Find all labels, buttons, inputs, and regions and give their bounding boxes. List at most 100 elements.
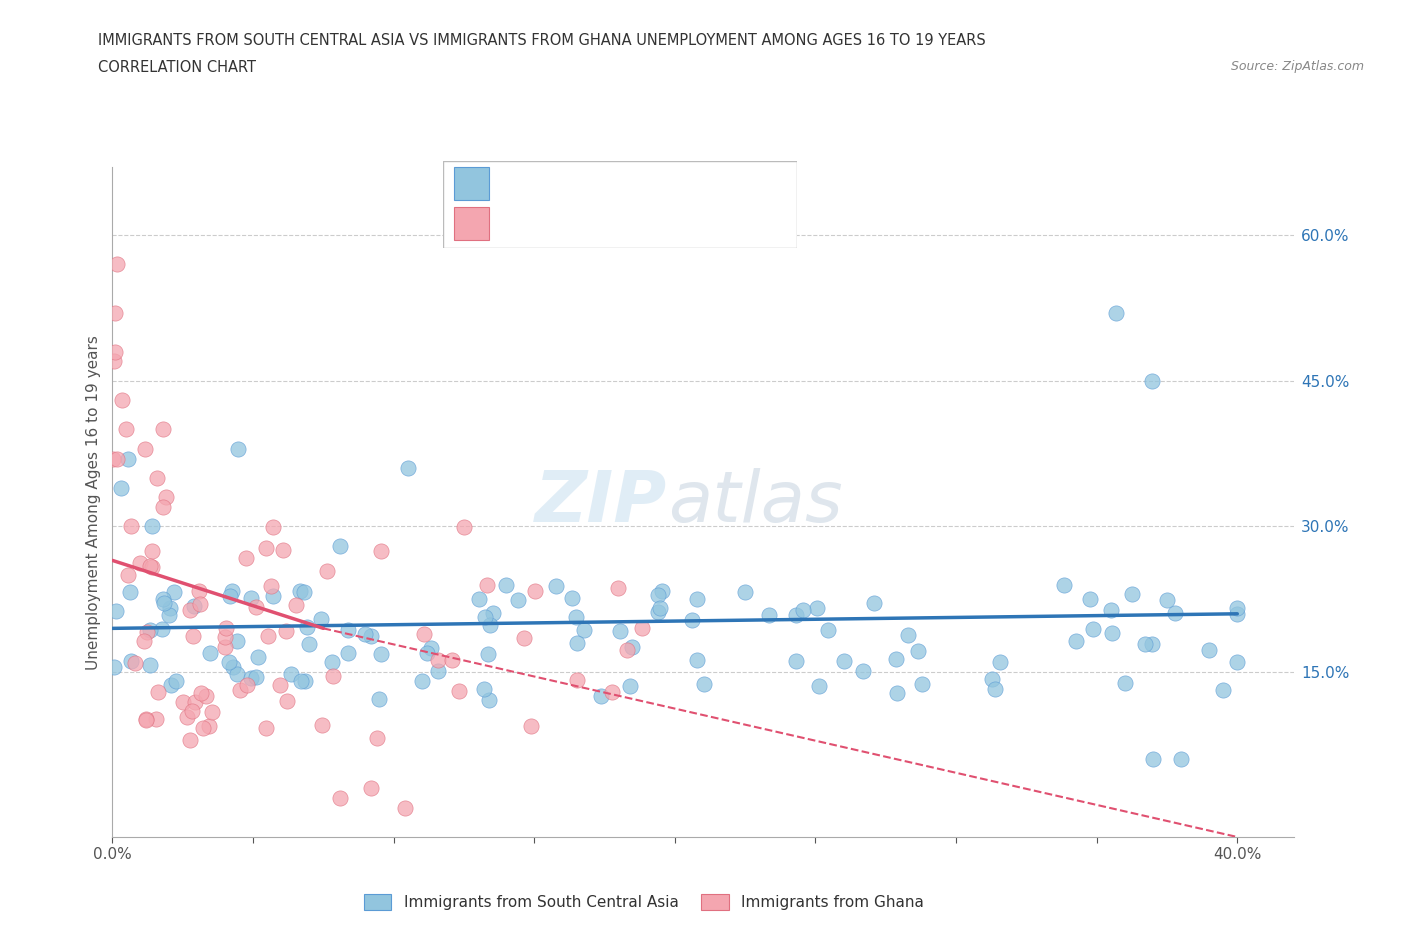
Point (1121, 586, 1143, 601)
Point (631, 620, 654, 635)
Point (1156, 592, 1178, 607)
Point (110, 480, 132, 495)
Point (215, 620, 238, 635)
Point (807, 678, 830, 693)
Point (354, 627, 377, 642)
Point (863, 595, 886, 610)
Point (117, 568, 139, 583)
Point (145, 711, 167, 726)
Point (419, 640, 441, 655)
Point (155, 490, 177, 505)
Point (1053, 578, 1076, 592)
Point (1142, 374, 1164, 389)
Point (139, 658, 162, 672)
Point (124, 656, 146, 671)
Point (606, 580, 628, 595)
Text: IMMIGRANTS FROM SOUTH CENTRAL ASIA VS IMMIGRANTS FROM GHANA UNEMPLOYMENT AMONG A: IMMIGRANTS FROM SOUTH CENTRAL ASIA VS IM… (98, 33, 986, 47)
Point (817, 623, 839, 638)
Point (117, 451, 139, 466)
Point (734, 584, 756, 599)
Point (478, 618, 501, 632)
Point (1099, 603, 1122, 618)
Point (239, 591, 262, 605)
Point (1226, 606, 1249, 621)
Text: CORRELATION CHART: CORRELATION CHART (98, 60, 256, 75)
Point (105, 451, 128, 466)
Point (990, 655, 1012, 670)
Point (284, 598, 307, 613)
Point (298, 636, 321, 651)
Point (121, 654, 143, 669)
Point (309, 612, 332, 627)
Point (647, 587, 669, 602)
Point (453, 519, 475, 534)
Point (179, 603, 201, 618)
Point (852, 664, 875, 679)
Point (260, 578, 283, 593)
Point (181, 703, 204, 718)
Point (176, 710, 198, 724)
Point (295, 619, 318, 634)
Point (600, 684, 623, 699)
Point (141, 543, 163, 558)
Point (1114, 675, 1136, 690)
Point (229, 683, 252, 698)
Point (1105, 306, 1128, 321)
Point (225, 667, 247, 682)
Point (619, 679, 641, 694)
Point (136, 625, 159, 640)
Point (366, 731, 388, 746)
Point (274, 624, 297, 639)
Point (321, 655, 343, 670)
Point (194, 689, 217, 704)
Point (226, 442, 249, 457)
Point (181, 629, 204, 644)
Point (245, 599, 267, 614)
Point (152, 499, 174, 514)
Point (544, 578, 567, 593)
Point (832, 654, 855, 669)
Legend: Immigrants from South Central Asia, Immigrants from Ghana: Immigrants from South Central Asia, Immi… (357, 888, 931, 916)
FancyBboxPatch shape (443, 161, 797, 247)
Point (565, 610, 588, 625)
Point (411, 673, 433, 688)
Point (135, 711, 157, 726)
Point (214, 630, 236, 644)
Point (165, 673, 187, 688)
Point (271, 542, 294, 557)
Text: N =: N = (603, 215, 643, 232)
Point (103, 354, 125, 369)
Point (179, 733, 201, 748)
Point (394, 801, 416, 816)
Point (290, 584, 312, 599)
Point (620, 639, 643, 654)
Point (269, 678, 291, 693)
Point (413, 626, 436, 641)
Point (221, 583, 243, 598)
Point (980, 671, 1002, 686)
Point (163, 584, 186, 599)
Point (141, 560, 163, 575)
Point (118, 584, 141, 599)
Point (152, 595, 174, 610)
Point (651, 584, 673, 599)
Point (1135, 636, 1157, 651)
Point (322, 668, 344, 683)
Point (292, 585, 315, 600)
Point (368, 692, 391, 707)
Point (427, 664, 450, 679)
Point (245, 670, 267, 684)
Point (236, 678, 259, 693)
Point (187, 583, 209, 598)
Point (105, 604, 128, 618)
Point (1083, 622, 1105, 637)
Point (222, 659, 245, 674)
Point (467, 591, 489, 606)
Point (276, 694, 298, 709)
Point (190, 685, 212, 700)
Point (686, 591, 709, 606)
Point (184, 695, 207, 710)
Point (415, 645, 437, 660)
Point (294, 674, 316, 689)
Point (561, 591, 583, 606)
